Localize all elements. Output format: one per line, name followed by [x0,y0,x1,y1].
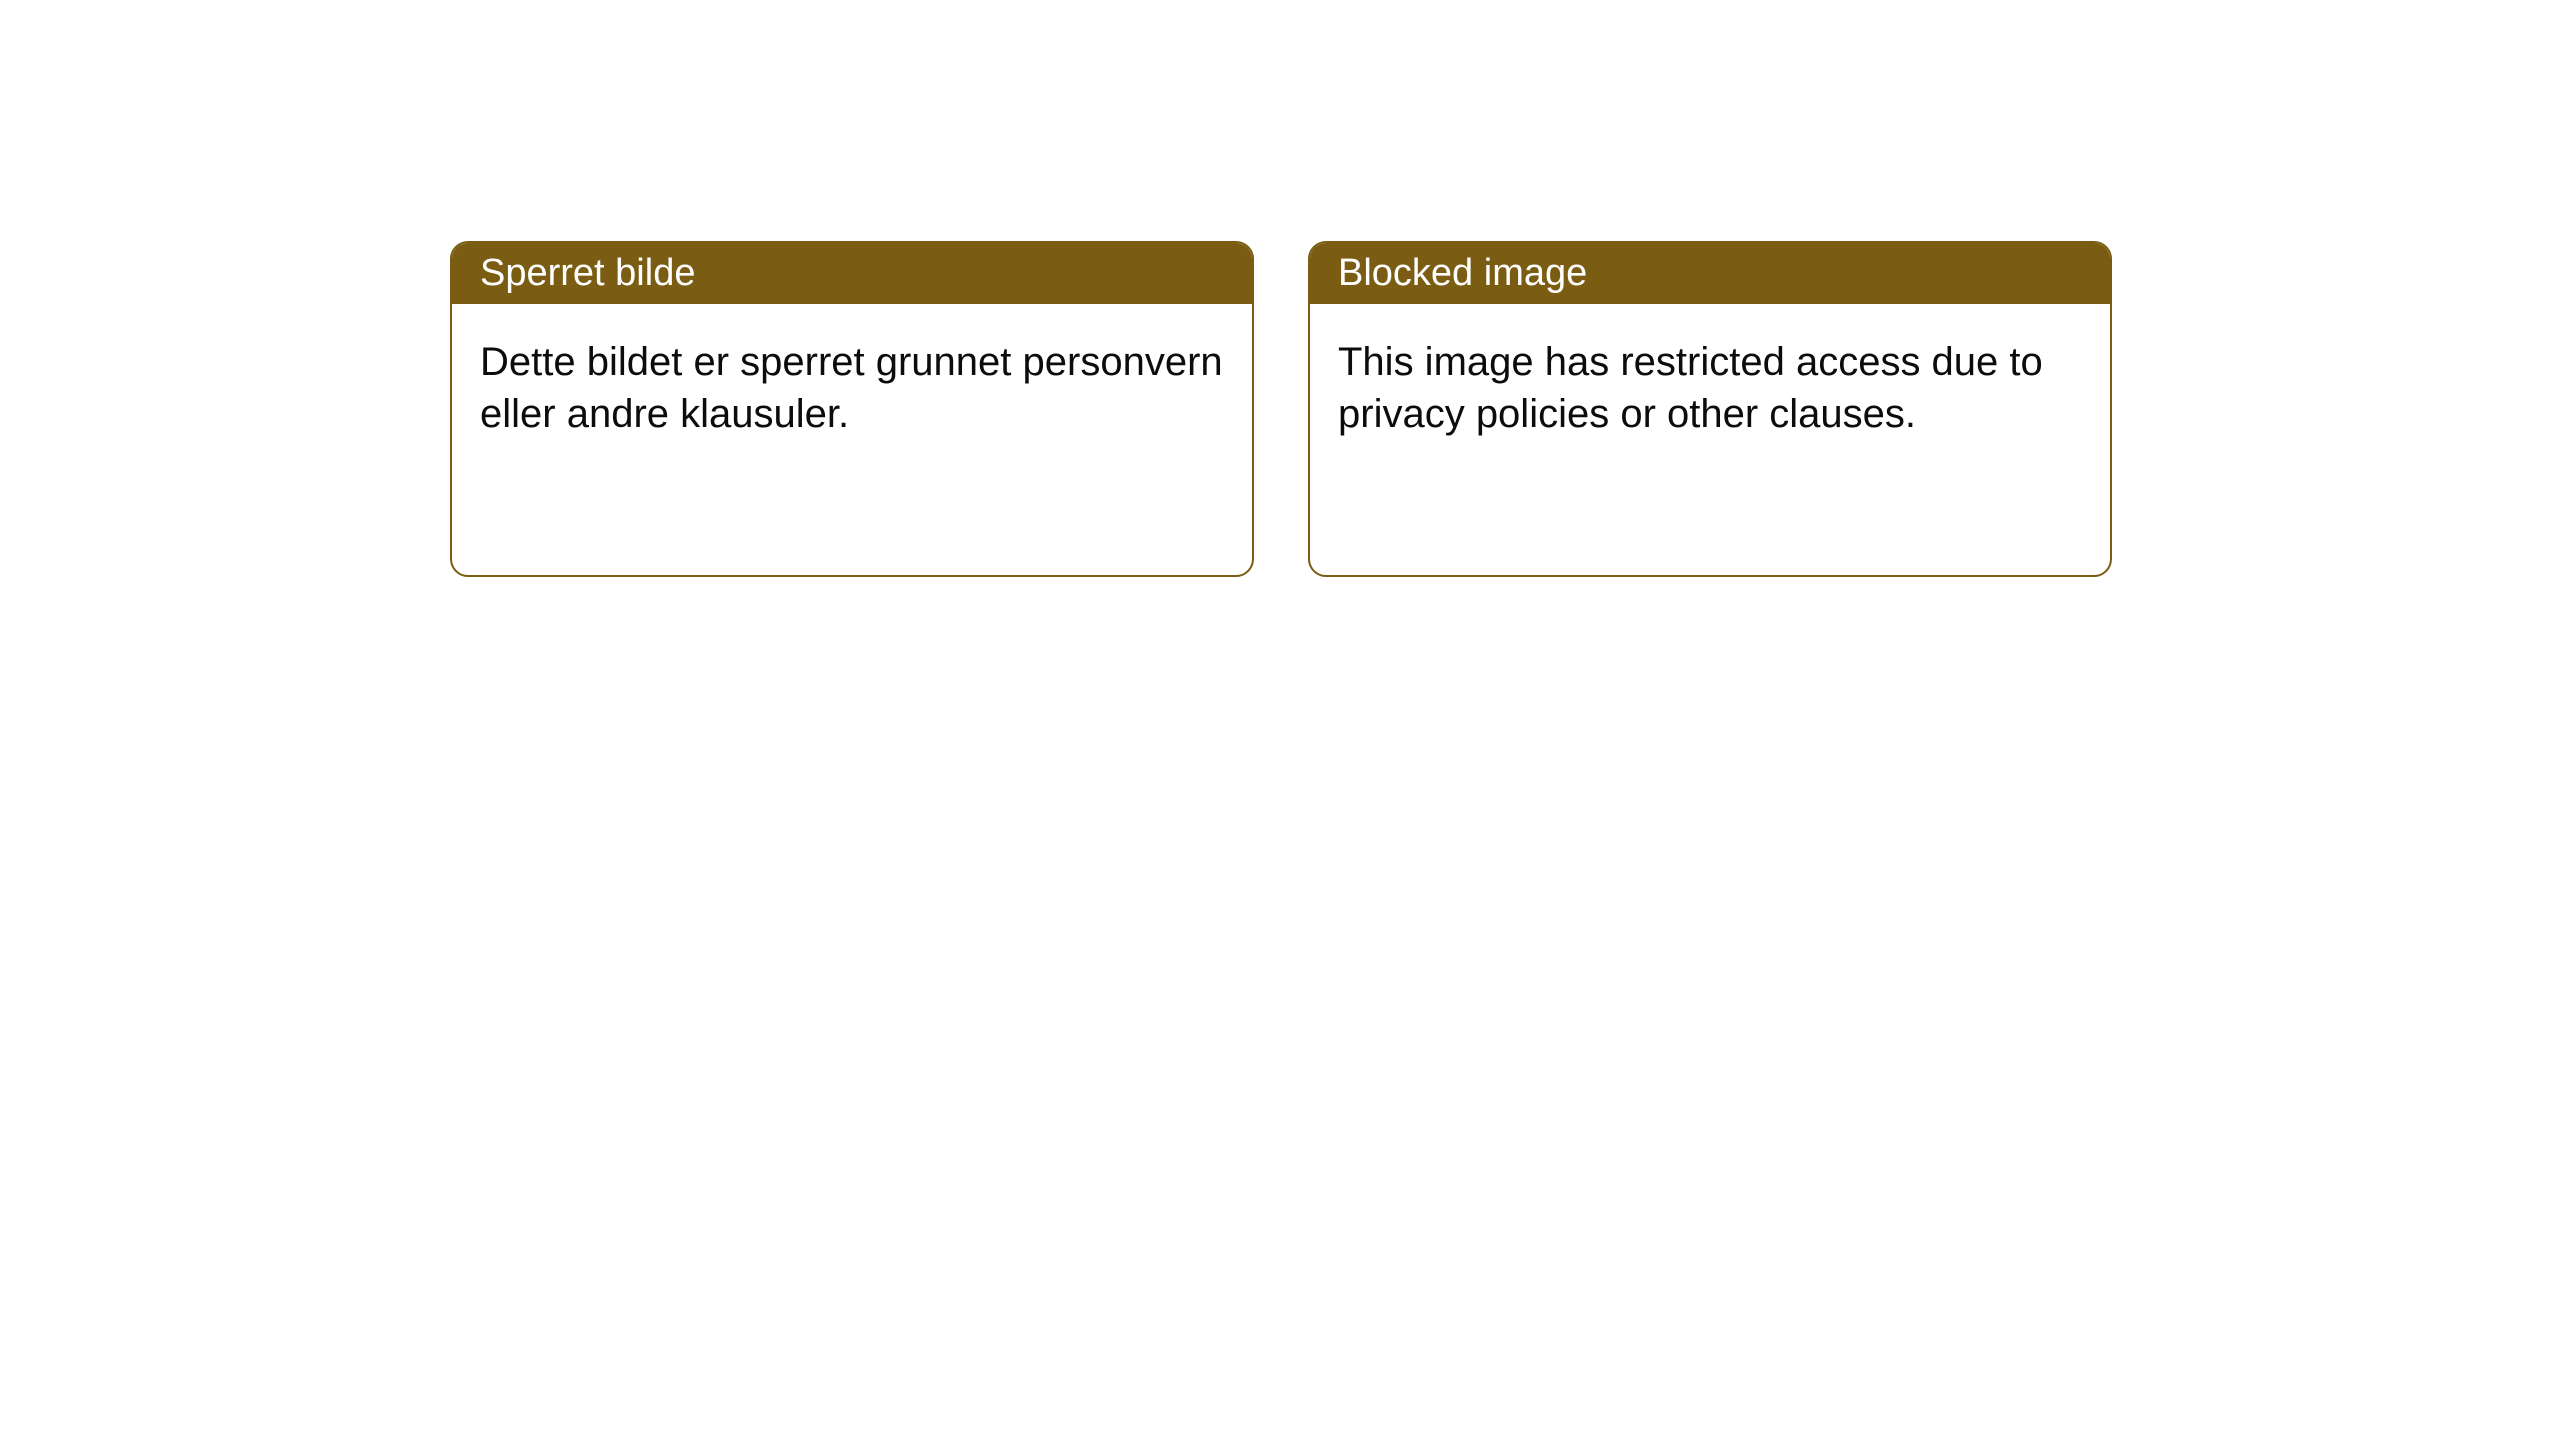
notice-box-norwegian: Sperret bilde Dette bildet er sperret gr… [450,241,1254,577]
notice-container: Sperret bilde Dette bildet er sperret gr… [450,241,2112,577]
notice-box-english: Blocked image This image has restricted … [1308,241,2112,577]
notice-header-norwegian: Sperret bilde [452,243,1252,304]
notice-header-english: Blocked image [1310,243,2110,304]
notice-body-english: This image has restricted access due to … [1310,304,2110,472]
notice-body-norwegian: Dette bildet er sperret grunnet personve… [452,304,1252,472]
